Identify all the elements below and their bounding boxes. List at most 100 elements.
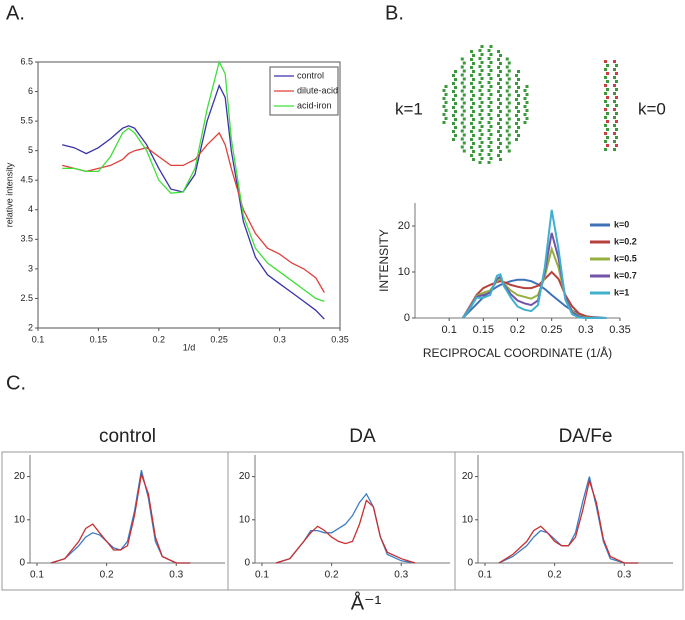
molecule: [523, 89, 527, 92]
legend-label: k=0.2: [614, 236, 637, 246]
molecule: [497, 106, 500, 109]
molecule: [497, 90, 500, 93]
series-line: [275, 499, 416, 564]
molecule: [507, 77, 511, 81]
molecule: [487, 97, 491, 100]
panel-label: B.: [385, 2, 404, 24]
molecule: [615, 72, 618, 75]
molecule: [499, 150, 502, 153]
molecule: [444, 109, 448, 112]
molecule: [460, 73, 464, 77]
molecule: [615, 128, 618, 131]
y-tick-label: 5: [28, 145, 33, 155]
molecule: [507, 109, 511, 113]
series-line: [462, 278, 607, 319]
molecule: [515, 122, 518, 125]
molecule: [525, 109, 529, 112]
molecule: [613, 92, 616, 95]
molecule: [472, 102, 475, 105]
y-tick-label: 0: [467, 558, 473, 569]
molecule: [480, 125, 484, 128]
molecule: [525, 85, 529, 88]
molecule: [487, 73, 491, 76]
molecule: [604, 132, 607, 135]
molecule: [507, 133, 511, 137]
molecule: [505, 73, 509, 77]
molecule: [517, 86, 520, 89]
molecule: [472, 126, 475, 129]
molecule: [613, 148, 616, 151]
molecule: [499, 126, 502, 129]
molecule: [505, 145, 509, 149]
molecule: [517, 118, 520, 121]
molecule: [505, 105, 509, 109]
molecule: [604, 84, 607, 87]
y-tick-label: 0: [244, 558, 250, 569]
molecule: [615, 80, 618, 83]
molecule: [497, 146, 500, 149]
molecule: [462, 93, 466, 97]
legend-label: k=0.5: [614, 253, 637, 263]
molecule: [487, 145, 491, 148]
molecule: [515, 74, 518, 77]
molecule: [613, 108, 616, 111]
molecule: [478, 97, 482, 100]
legend-label: acid-iron: [297, 100, 332, 110]
chart-title: control: [99, 426, 156, 447]
molecule: [523, 105, 527, 108]
molecule: [613, 84, 616, 87]
molecule: [478, 57, 482, 60]
x-tick-label: 0.1: [255, 570, 269, 581]
annotation: k=1: [395, 99, 423, 118]
molecule: [517, 134, 520, 137]
molecule: [525, 101, 529, 104]
y-tick-label: 10: [462, 514, 474, 525]
molecule: [454, 118, 457, 121]
molecule: [505, 81, 509, 85]
molecule: [497, 50, 500, 53]
molecule: [505, 129, 509, 133]
plot-frame: [37, 61, 341, 329]
x-tick-label: 0.1: [32, 334, 45, 344]
x-axis-label: RECIPROCAL COORDINATE (1/Å): [423, 345, 612, 360]
molecule: [480, 77, 484, 80]
molecule: [452, 98, 455, 101]
series-line: [50, 471, 191, 564]
molecule: [606, 72, 609, 75]
molecule: [454, 86, 457, 89]
molecule: [613, 60, 616, 63]
molecule: [604, 148, 607, 151]
molecule: [478, 73, 482, 76]
x-tick-label: 0.25: [541, 324, 562, 336]
legend-label: k=0: [614, 219, 629, 229]
molecule: [489, 125, 493, 128]
molecule: [472, 158, 475, 161]
molecule: [462, 61, 466, 65]
molecule: [460, 89, 464, 93]
x-tick-label: 0.2: [100, 570, 114, 581]
x-tick-label: 0.25: [210, 334, 228, 344]
x-tick-label: 0.2: [548, 570, 562, 581]
molecule: [472, 54, 475, 57]
molecule: [462, 149, 466, 153]
molecule: [615, 64, 618, 67]
molecule: [507, 149, 511, 153]
molecule: [470, 66, 473, 69]
series-line: [498, 478, 639, 564]
molecule: [487, 49, 491, 52]
molecule: [470, 58, 473, 61]
molecule: [606, 120, 609, 123]
molecule: [480, 93, 484, 96]
y-tick-label: 3.5: [20, 234, 33, 244]
y-tick-label: 10: [14, 514, 26, 525]
molecule: [525, 93, 529, 96]
molecule: [499, 102, 502, 105]
molecule: [442, 89, 446, 92]
molecule: [478, 153, 482, 156]
molecule: [489, 85, 493, 88]
molecule: [515, 82, 518, 85]
molecule: [615, 120, 618, 123]
series-line: [62, 83, 325, 320]
molecule: [478, 113, 482, 116]
annotation: k=0: [638, 99, 666, 118]
